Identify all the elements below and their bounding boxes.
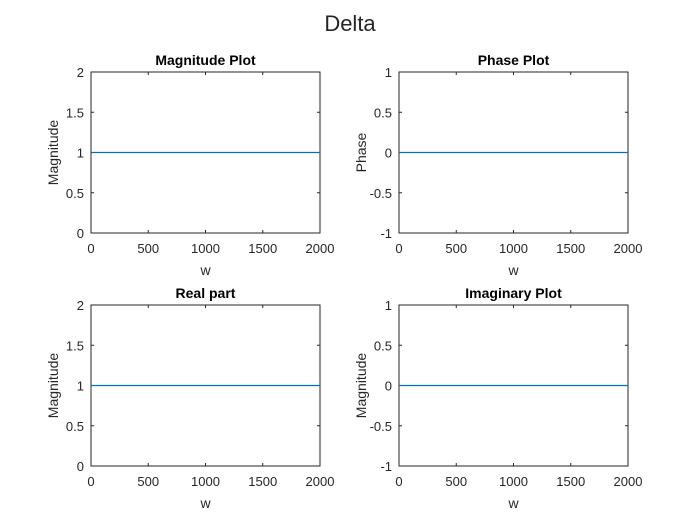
subplot-title: Phase Plot xyxy=(478,52,550,68)
y-tick-label: 0 xyxy=(77,459,84,474)
y-tick-label: 1 xyxy=(385,298,392,313)
y-tick-label: -1 xyxy=(380,459,392,474)
y-tick-label: 1.5 xyxy=(66,338,84,353)
x-tick-label: 1000 xyxy=(499,241,528,256)
x-tick-label: 500 xyxy=(137,474,159,489)
x-tick-label: 1000 xyxy=(191,241,220,256)
x-tick-label: 2000 xyxy=(306,241,335,256)
y-tick-label: 0 xyxy=(385,379,392,394)
y-axis-label: Magnitude xyxy=(45,353,61,419)
y-tick-label: 1.5 xyxy=(66,105,84,120)
subplot-title: Imaginary Plot xyxy=(465,285,562,301)
x-tick-label: 2000 xyxy=(614,241,643,256)
x-tick-label: 500 xyxy=(445,474,467,489)
x-tick-label: 500 xyxy=(445,241,467,256)
subplot-3: 0 500 1000 1500 2000 0 0.5 1 1.5 2 Real part w Magni… xyxy=(45,285,334,511)
x-tick-label: 0 xyxy=(395,474,402,489)
subplot-title: Real part xyxy=(176,285,236,301)
y-tick-label: -1 xyxy=(380,226,392,241)
x-tick-label: 0 xyxy=(87,474,94,489)
x-tick-label: 1500 xyxy=(556,474,585,489)
x-axis-label: w xyxy=(199,262,211,278)
y-tick-label: 1 xyxy=(77,379,84,394)
subplot-title: Magnitude Plot xyxy=(155,52,256,68)
x-tick-label: 1500 xyxy=(248,474,277,489)
x-tick-label: 2000 xyxy=(306,474,335,489)
figure-title: Delta xyxy=(324,11,376,36)
x-tick-label: 0 xyxy=(87,241,94,256)
x-tick-label: 1500 xyxy=(556,241,585,256)
subplot-4: 0 500 1000 1500 2000 -1 -0.5 0 0.5 1 Imaginary Plo… xyxy=(353,285,642,511)
y-tick-label: 1 xyxy=(77,146,84,161)
subplot-2: 0 500 1000 1500 2000 -1 -0.5 0 0.5 1 Phase Plot w Ph… xyxy=(353,52,642,278)
y-tick-label: 0 xyxy=(385,146,392,161)
y-tick-label: 0 xyxy=(77,226,84,241)
y-tick-label: 0.5 xyxy=(374,338,392,353)
x-axis-label: w xyxy=(507,495,519,511)
x-tick-label: 500 xyxy=(137,241,159,256)
x-tick-label: 1000 xyxy=(191,474,220,489)
subplot-1: 0 500 1000 1500 2000 0 0.5 1 1.5 2 Magnitude Plot w… xyxy=(45,52,334,278)
y-tick-label: 0.5 xyxy=(66,419,84,434)
y-tick-label: -0.5 xyxy=(370,419,392,434)
x-axis-label: w xyxy=(507,262,519,278)
x-tick-label: 2000 xyxy=(614,474,643,489)
y-tick-label: 0.5 xyxy=(66,186,84,201)
y-axis-label: Magnitude xyxy=(45,120,61,186)
y-tick-label: 0.5 xyxy=(374,105,392,120)
y-tick-label: 2 xyxy=(77,298,84,313)
y-axis-label: Phase xyxy=(353,132,369,172)
y-tick-label: -0.5 xyxy=(370,186,392,201)
x-tick-label: 1500 xyxy=(248,241,277,256)
x-tick-label: 0 xyxy=(395,241,402,256)
y-tick-label: 2 xyxy=(77,65,84,80)
y-tick-label: 1 xyxy=(385,65,392,80)
y-axis-label: Magnitude xyxy=(353,353,369,419)
x-tick-label: 1000 xyxy=(499,474,528,489)
x-axis-label: w xyxy=(199,495,211,511)
